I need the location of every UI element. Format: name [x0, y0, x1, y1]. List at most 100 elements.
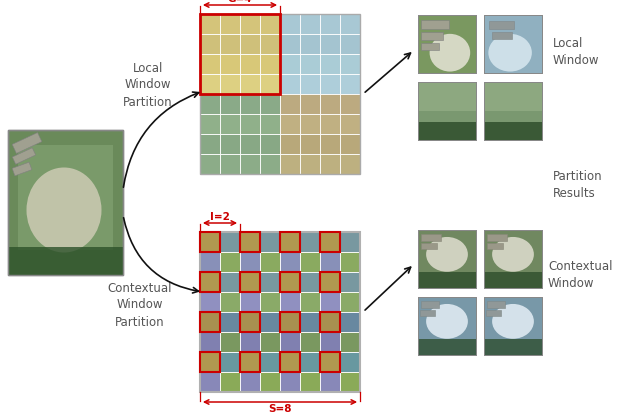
Bar — [487, 234, 507, 241]
Ellipse shape — [488, 34, 532, 71]
Bar — [300, 252, 320, 272]
Bar — [418, 15, 476, 73]
Text: Local
Window
Partition: Local Window Partition — [123, 61, 173, 109]
Bar — [340, 54, 360, 74]
Bar — [340, 352, 360, 372]
Bar — [484, 122, 542, 140]
Bar — [340, 232, 360, 252]
Bar — [260, 134, 280, 154]
Bar — [280, 252, 300, 272]
Bar — [240, 134, 260, 154]
Bar — [320, 352, 340, 372]
Bar — [240, 352, 260, 372]
Bar — [220, 352, 240, 372]
Bar — [320, 34, 340, 54]
Bar — [418, 230, 476, 288]
Bar — [280, 312, 300, 332]
Bar — [200, 34, 220, 54]
Bar — [418, 15, 476, 73]
Bar — [240, 54, 260, 74]
Bar — [320, 74, 340, 94]
Bar — [300, 74, 320, 94]
Bar — [484, 15, 542, 73]
Ellipse shape — [492, 304, 534, 339]
Bar — [240, 332, 260, 352]
Bar — [260, 154, 280, 174]
Bar — [280, 352, 300, 372]
Bar — [280, 34, 300, 54]
Ellipse shape — [429, 34, 470, 71]
Bar — [240, 114, 260, 134]
Bar — [220, 14, 240, 34]
Bar — [300, 372, 320, 392]
Bar — [484, 230, 542, 288]
Bar — [340, 252, 360, 272]
Text: Local
Window: Local Window — [553, 37, 600, 67]
Ellipse shape — [492, 237, 534, 272]
Bar — [320, 94, 340, 114]
Bar — [260, 74, 280, 94]
Bar — [421, 243, 437, 249]
Bar — [12, 162, 32, 176]
Bar — [220, 332, 240, 352]
Bar — [484, 297, 542, 355]
Bar — [340, 114, 360, 134]
Bar — [260, 34, 280, 54]
Bar — [220, 74, 240, 94]
Bar — [260, 332, 280, 352]
Bar — [421, 301, 439, 308]
Bar — [484, 230, 542, 288]
Bar — [300, 14, 320, 34]
Bar — [260, 114, 280, 134]
Bar — [8, 130, 123, 275]
Bar — [200, 272, 220, 292]
Bar — [484, 82, 542, 111]
Bar — [418, 82, 476, 111]
Bar — [300, 292, 320, 312]
Ellipse shape — [426, 237, 468, 272]
Bar — [280, 232, 300, 252]
Bar — [320, 232, 340, 252]
Bar — [280, 134, 300, 154]
Bar — [300, 54, 320, 74]
Bar — [260, 94, 280, 114]
Bar — [300, 154, 320, 174]
Bar — [12, 148, 36, 164]
Bar — [320, 134, 340, 154]
Bar — [418, 230, 476, 288]
Bar — [8, 247, 123, 275]
Bar — [320, 312, 340, 332]
Bar — [240, 154, 260, 174]
Bar — [220, 372, 240, 392]
Bar — [260, 312, 280, 332]
Bar — [280, 372, 300, 392]
Bar — [200, 312, 220, 332]
Bar — [200, 272, 220, 292]
Bar — [220, 272, 240, 292]
Bar — [418, 122, 476, 140]
Bar — [340, 134, 360, 154]
Bar — [300, 352, 320, 372]
Bar — [200, 94, 220, 114]
Bar — [220, 232, 240, 252]
Bar — [200, 134, 220, 154]
Bar — [300, 312, 320, 332]
Bar — [418, 82, 476, 140]
Bar — [240, 252, 260, 272]
Bar — [240, 272, 260, 292]
Bar — [260, 54, 280, 74]
Bar — [200, 114, 220, 134]
Bar — [418, 82, 476, 140]
Bar — [260, 232, 280, 252]
Bar — [240, 34, 260, 54]
Bar — [240, 272, 260, 292]
Bar — [240, 312, 260, 332]
Bar — [200, 54, 220, 74]
Text: I=2: I=2 — [210, 212, 230, 222]
Bar — [340, 74, 360, 94]
Bar — [280, 54, 300, 74]
Bar — [220, 94, 240, 114]
Text: Contextual
Window: Contextual Window — [548, 260, 612, 290]
Bar — [240, 74, 260, 94]
Bar — [280, 272, 300, 292]
